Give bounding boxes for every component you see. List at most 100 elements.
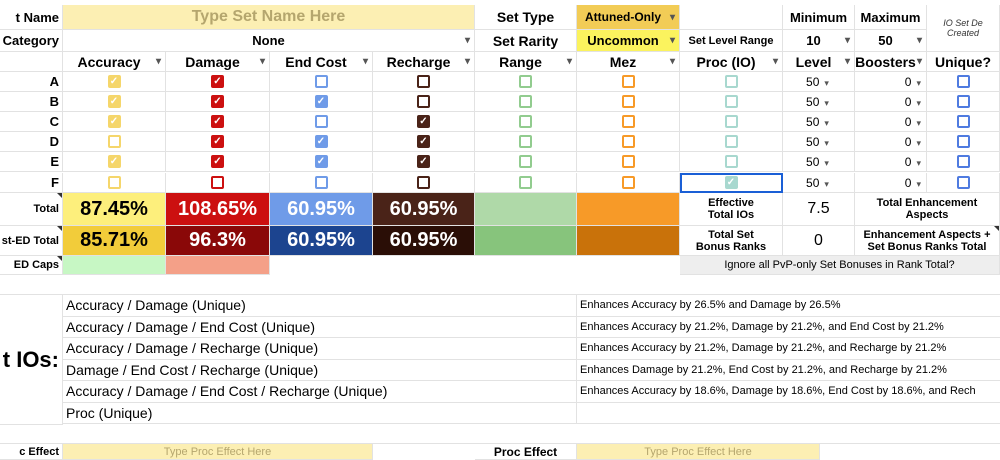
level-value: 50 [806,155,831,169]
boosters-value: 0 [905,176,923,190]
proc-effect-input-right[interactable]: Type Proc Effect Here [577,444,820,460]
column-header-proc-io[interactable]: Proc (IO) [680,52,783,72]
mez-checkbox[interactable] [621,176,635,189]
level-value: 50 [806,115,831,129]
proc-io-checkbox[interactable] [724,155,738,168]
cell-end-cost [270,72,373,92]
unique-checkbox[interactable] [956,115,970,128]
column-header-boosters[interactable]: Boosters [855,52,927,72]
category-dropdown[interactable]: None [63,30,475,52]
range-checkbox[interactable] [519,115,532,128]
accuracy-checkbox[interactable] [107,135,121,148]
row-label: C [0,112,63,132]
accuracy-checkbox[interactable] [107,176,121,189]
boosters-dropdown[interactable]: 0 [855,92,927,112]
column-header-recharge[interactable]: Recharge [373,52,475,72]
unique-checkbox[interactable] [956,75,970,88]
proc-io-checkbox[interactable] [724,135,738,148]
mez-checkbox[interactable] [621,95,635,108]
level-dropdown[interactable]: 50 [783,132,855,152]
range-checkbox[interactable] [519,176,532,189]
damage-checkbox[interactable]: ✓ [211,75,224,88]
mez-checkbox[interactable] [621,115,635,128]
damage-checkbox[interactable]: ✓ [211,155,224,168]
column-header-level[interactable]: Level [783,52,855,72]
unique-checkbox[interactable] [956,135,970,148]
end-cost-checkbox[interactable]: ✓ [314,135,328,148]
proc-io-checkbox[interactable] [724,95,738,108]
recharge-checkbox[interactable] [417,75,430,88]
column-header-range[interactable]: Range [475,52,577,72]
unique-checkbox[interactable] [956,95,970,108]
set-rarity-dropdown[interactable]: Uncommon [577,30,680,52]
ignore-pvp-toggle[interactable]: Ignore all PvP-only Set Bonuses in Rank … [680,256,1000,275]
cell-unique [927,72,1000,92]
effective-label-line2: Total IOs [707,209,755,221]
cell-range [475,92,577,112]
total-enhancement-aspects-label: Total Enhancement Aspects [855,193,1000,226]
boosters-value: 0 [905,135,923,149]
boosters-dropdown[interactable]: 0 [855,132,927,152]
range-checkbox[interactable] [519,135,532,148]
column-header-mez[interactable]: Mez [577,52,680,72]
end-cost-checkbox[interactable]: ✓ [314,155,328,168]
level-dropdown[interactable]: 50 [783,173,855,193]
maximum-level-dropdown[interactable]: 50 [855,30,927,52]
recharge-checkbox[interactable]: ✓ [417,155,430,168]
mez-checkbox[interactable] [621,155,635,168]
unique-checkbox[interactable] [956,155,970,168]
accuracy-checkbox[interactable]: ✓ [107,155,121,168]
minimum-label: Minimum [783,5,855,30]
damage-checkbox[interactable]: ✓ [211,115,224,128]
set-type-dropdown[interactable]: Attuned-Only [577,5,680,30]
damage-checkbox[interactable]: ✓ [211,135,224,148]
end-cost-checkbox[interactable] [314,115,328,128]
boosters-dropdown[interactable]: 0 [855,72,927,92]
level-value: 50 [806,95,831,109]
recharge-checkbox[interactable]: ✓ [417,135,430,148]
proc-effect-input-left[interactable]: Type Proc Effect Here [63,444,373,460]
cell-damage: ✓ [166,132,270,152]
cell-mez [577,132,680,152]
damage-checkbox[interactable]: ✓ [211,95,224,108]
accuracy-checkbox[interactable]: ✓ [107,115,121,128]
boosters-dropdown[interactable]: 0 [855,173,927,193]
level-dropdown[interactable]: 50 [783,152,855,172]
proc-io-checkbox[interactable]: ✓ [724,176,738,189]
boosters-value: 0 [905,115,923,129]
cell-recharge [373,173,475,193]
row-label: B [0,92,63,112]
range-checkbox[interactable] [519,75,532,88]
end-cost-checkbox[interactable] [314,176,328,189]
recharge-post-ed: 60.95% [373,226,475,256]
effective-ios-label: Effective Total IOs [680,193,783,226]
accuracy-checkbox[interactable]: ✓ [107,95,121,108]
mez-checkbox[interactable] [621,135,635,148]
range-checkbox[interactable] [519,155,532,168]
column-header-end-cost[interactable]: End Cost [270,52,373,72]
minimum-level-dropdown[interactable]: 10 [783,30,855,52]
boosters-dropdown[interactable]: 0 [855,152,927,172]
range-checkbox[interactable] [519,95,532,108]
mez-checkbox[interactable] [621,75,635,88]
proc-io-checkbox[interactable] [724,115,738,128]
end-cost-checkbox[interactable] [314,75,328,88]
column-header-damage[interactable]: Damage [166,52,270,72]
column-header-accuracy[interactable]: Accuracy [63,52,166,72]
boosters-dropdown[interactable]: 0 [855,112,927,132]
recharge-checkbox[interactable]: ✓ [417,115,430,128]
endcost-total: 60.95% [270,193,373,226]
level-dropdown[interactable]: 50 [783,92,855,112]
accuracy-checkbox[interactable]: ✓ [107,75,121,88]
ed-caps-label: ED Caps [0,256,63,275]
unique-checkbox[interactable] [956,176,970,189]
end-cost-checkbox[interactable]: ✓ [314,95,328,108]
damage-checkbox[interactable] [211,176,224,189]
recharge-checkbox[interactable] [417,176,430,189]
recharge-checkbox[interactable] [417,95,430,108]
level-dropdown[interactable]: 50 [783,72,855,92]
set-name-input[interactable]: Type Set Name Here [63,5,475,30]
level-dropdown[interactable]: 50 [783,112,855,132]
proc-io-checkbox[interactable] [724,75,738,88]
cell-mez [577,92,680,112]
